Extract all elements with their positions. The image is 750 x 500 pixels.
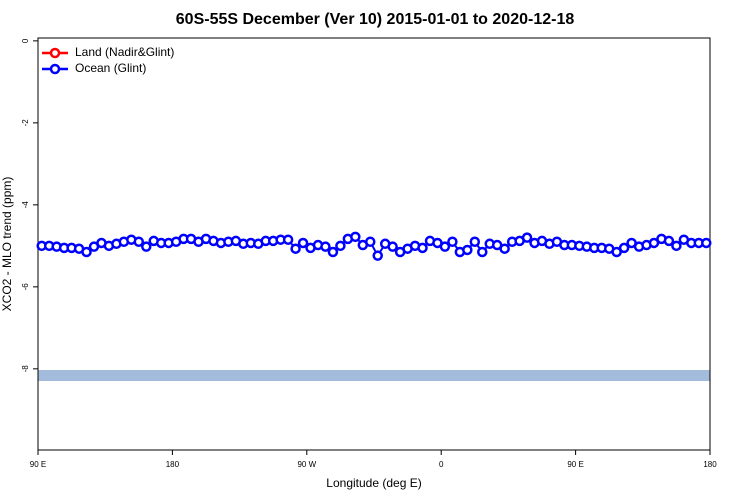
data-point [462, 244, 473, 256]
data-point [141, 241, 152, 252]
data-point [663, 235, 675, 247]
y-tick-label: -2 [21, 119, 30, 127]
data-point [327, 246, 339, 258]
data-point [372, 250, 383, 261]
legend-label: Land (Nadir&Glint) [75, 45, 174, 59]
x-tick-label: 90 W [297, 460, 316, 469]
data-point [447, 236, 458, 247]
y-axis-label: XCO2 - MLO trend (ppm) [0, 177, 14, 312]
data-point [335, 240, 346, 252]
y-tick-label: -6 [21, 283, 30, 291]
data-point [282, 234, 294, 245]
data-point [477, 246, 488, 258]
data-point [618, 242, 630, 254]
x-tick-label: 90 E [567, 460, 583, 469]
data-point [671, 240, 682, 252]
data-point [290, 243, 301, 254]
data-point [499, 243, 510, 254]
data-point [297, 237, 309, 249]
data-point [417, 242, 428, 254]
data-point [701, 237, 712, 249]
data-point [81, 246, 92, 258]
data-point [521, 232, 533, 243]
data-point [365, 236, 376, 247]
x-tick-label: 0 [439, 460, 444, 469]
data-point [439, 241, 451, 252]
x-tick-label: 180 [166, 460, 180, 469]
data-point [469, 236, 481, 247]
data-point [320, 241, 331, 252]
legend-label: Ocean (Glint) [75, 61, 146, 75]
legend-swatch [49, 47, 61, 59]
chart-title: 60S-55S December (Ver 10) 2015-01-01 to … [176, 11, 575, 28]
data-point [133, 236, 145, 247]
x-tick-label: 180 [703, 460, 717, 469]
legend-swatch [49, 63, 61, 75]
y-tick-label: -4 [21, 201, 30, 209]
x-tick-label: 90 E [30, 460, 46, 469]
data-point [648, 237, 660, 249]
data-point [611, 246, 622, 258]
y-tick-label: -8 [21, 365, 30, 373]
y-tick-label: 0 [21, 38, 30, 43]
data-point [350, 231, 361, 243]
mask-band [38, 370, 710, 381]
data-point [387, 241, 398, 252]
x-axis-label: Longitude (deg E) [326, 476, 421, 490]
